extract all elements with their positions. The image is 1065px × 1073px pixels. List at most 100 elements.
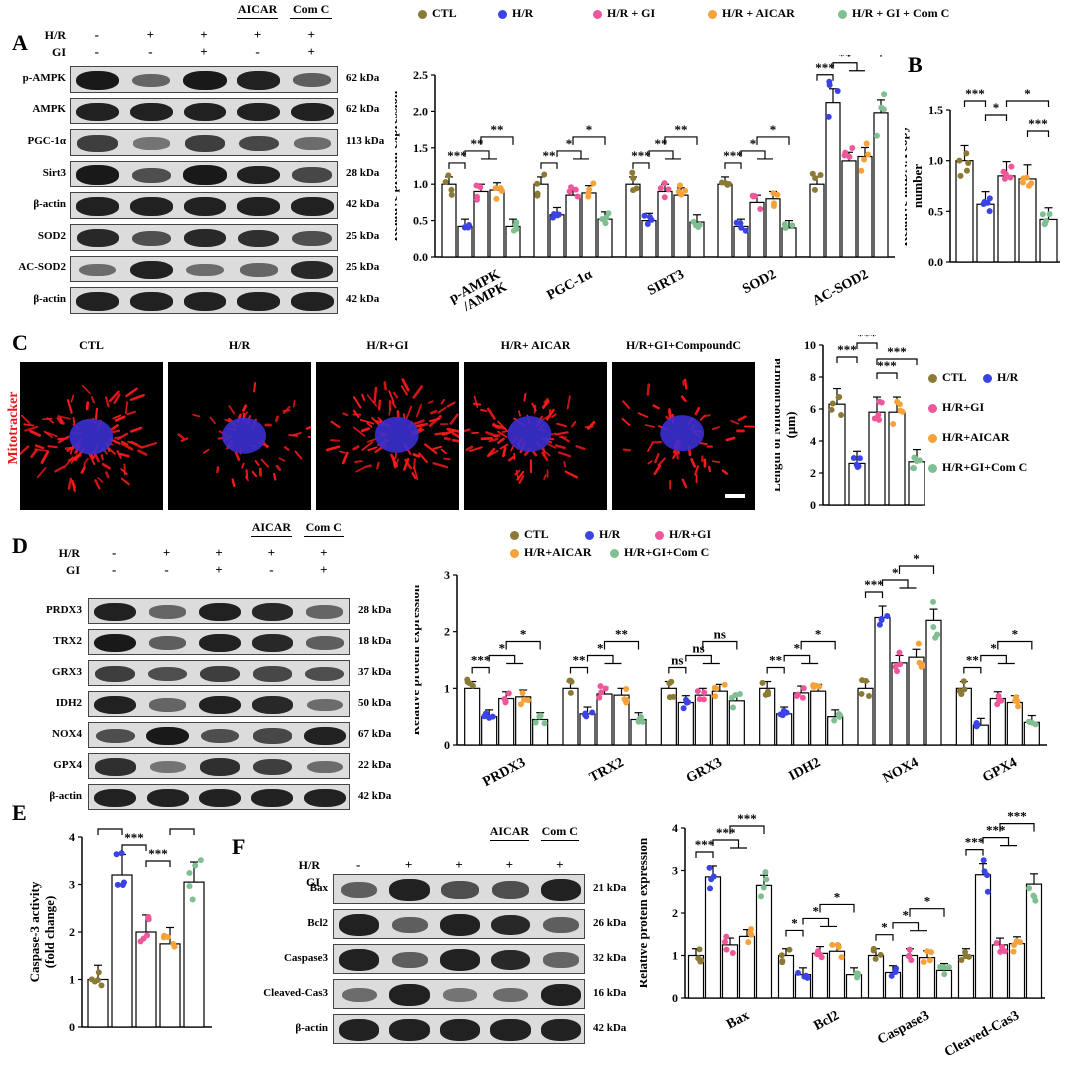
x-category-label: SOD2 [740,267,779,297]
legend-text: CTL [524,527,549,541]
mitochondrion [514,469,521,476]
mitochondrion [584,425,594,429]
mitochondrion [43,430,53,439]
mitochondrion [415,403,422,418]
y-tick-label: 2 [69,925,75,939]
significance-bracket [712,839,747,849]
blot-size-label: 16 kDa [593,986,627,999]
condition-symbol: + [215,545,223,560]
significance-bracket [685,654,720,665]
mitochondrion [497,420,508,431]
data-point [1026,885,1033,892]
header-underline [540,840,579,841]
data-point [733,219,740,226]
data-point [1001,948,1008,955]
legend-dot [928,373,937,383]
data-point [197,857,204,864]
data-point [960,678,967,685]
mitochondrion [551,413,557,418]
mitochondrion [556,422,568,428]
legend-dot [593,9,602,19]
panel-label-c: C [12,330,28,355]
data-point [568,184,575,191]
mitochondrion [373,386,378,404]
mitochondrion [376,461,380,470]
blot-row-label: SOD2 [37,229,66,242]
data-point [723,946,730,953]
blot-band [292,167,333,183]
mitochondrion [353,396,362,409]
data-point [738,224,745,231]
data-point [757,205,764,212]
data-point [997,948,1004,955]
data-point [810,682,817,689]
data-point [623,697,630,704]
data-point [870,947,877,954]
significance-bracket [864,591,884,599]
mitochondrion [273,472,277,481]
mitochondrion [57,415,71,420]
blot-band [95,728,135,744]
y-tick-label: 0.5 [413,214,428,228]
mitochondrion [647,442,654,452]
blot-size-label: 18 kDa [358,634,392,647]
data-point [1017,939,1024,946]
data-point [95,969,102,976]
blot-strip [70,224,338,251]
blot-strip [70,192,338,219]
data-point [639,718,646,725]
blot-band [199,758,241,776]
significance-label: *** [737,811,757,826]
significance-bracket [848,55,882,57]
y-tick-label: 0 [672,991,678,1005]
image-title: H/R+GI+CompoundC [625,338,742,352]
significance-label: * [597,641,604,656]
blot-band [291,260,334,279]
bar [997,175,1016,263]
mitochondrion [675,450,679,460]
mitochondrion [440,398,446,405]
mitochondrion [231,478,236,487]
data-point [799,694,806,701]
data-point [855,971,862,978]
data-point [916,457,923,464]
data-point [473,182,480,189]
blot-band [149,698,187,712]
mitochondrion [657,457,666,467]
mitochondrion [392,391,399,399]
mitochondrion [646,383,651,396]
mitochondrion [427,400,434,404]
blot-band [79,263,117,277]
mitochondrion [137,449,148,456]
mitochondrion [70,394,75,403]
significance-label: ** [839,55,852,63]
mitochondrion [260,458,269,468]
significance-bracket [505,640,541,650]
data-point [893,965,900,972]
blot-band [290,292,334,311]
mitochondrion [622,400,631,409]
mitochondrion [305,425,311,430]
panel-label-b: B [908,52,923,77]
mitochondrion [366,422,373,428]
mitochondrion [30,448,38,459]
data-point [633,185,640,192]
data-point [817,171,824,178]
blot-row-label: AC-SOD2 [18,261,66,274]
blot-band [183,197,227,217]
condition-symbol: - [164,562,169,577]
y-tick-label: 0 [444,738,450,752]
mitochondrion [721,469,728,475]
y-tick-label: 2 [810,466,816,480]
mitochondrion [383,381,387,391]
legend-entry: H/R [585,527,620,542]
mitochondrion [283,405,291,414]
mitochondrion [34,444,45,450]
y-tick-label: 1 [69,973,75,987]
y-tick-label: 1.0 [413,177,428,191]
data-point [696,946,703,953]
mitochondrion [291,431,302,437]
bar [183,881,205,1028]
data-point [701,689,708,696]
mitochondrion [228,405,236,415]
